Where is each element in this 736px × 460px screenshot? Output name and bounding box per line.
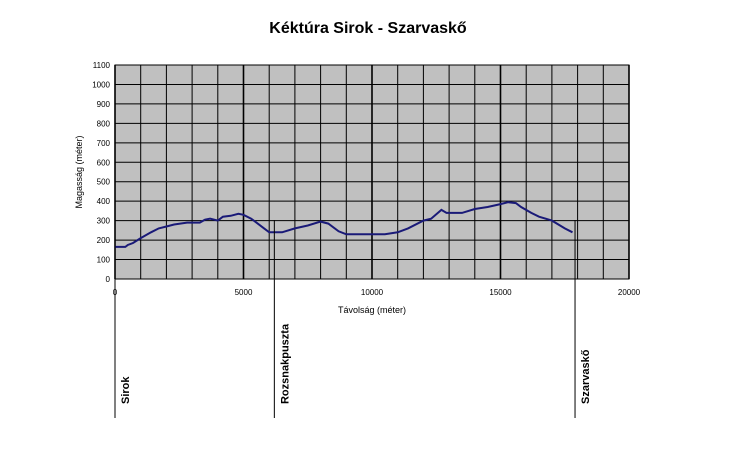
tick-labels: 0100200300400500600700800900100011000500…: [92, 61, 640, 297]
y-tick-label: 1100: [93, 61, 111, 70]
location-label: Rozsnakpuszta: [279, 323, 291, 404]
y-tick-label: 300: [97, 217, 111, 226]
series: [115, 201, 573, 248]
y-tick-label: 200: [97, 236, 111, 245]
annotations: Sirok Rozsnakpuszta Szarvaskő: [114, 220, 592, 418]
y-axis-label: Magasság (méter): [74, 135, 84, 208]
x-tick-label: 20000: [618, 288, 641, 297]
location-label: Szarvaskő: [580, 349, 592, 404]
y-tick-label: 800: [97, 119, 111, 128]
x-tick-label: 15000: [489, 288, 512, 297]
elevation-line: [115, 201, 573, 248]
y-tick-label: 100: [97, 256, 111, 265]
grid: [114, 64, 630, 280]
y-tick-label: 600: [97, 158, 111, 167]
y-tick-label: 700: [97, 139, 111, 148]
x-tick-label: 10000: [361, 288, 384, 297]
location-label: Sirok: [120, 376, 132, 404]
y-tick-label: 1000: [92, 80, 110, 89]
y-tick-label: 900: [97, 100, 111, 109]
x-tick-label: 5000: [235, 288, 253, 297]
y-tick-label: 0: [106, 275, 111, 284]
y-tick-label: 500: [97, 178, 111, 187]
chart-title: Kéktúra Sirok - Szarvaskő: [269, 20, 467, 37]
y-tick-label: 400: [97, 197, 111, 206]
x-axis-label: Távolság (méter): [338, 305, 406, 315]
